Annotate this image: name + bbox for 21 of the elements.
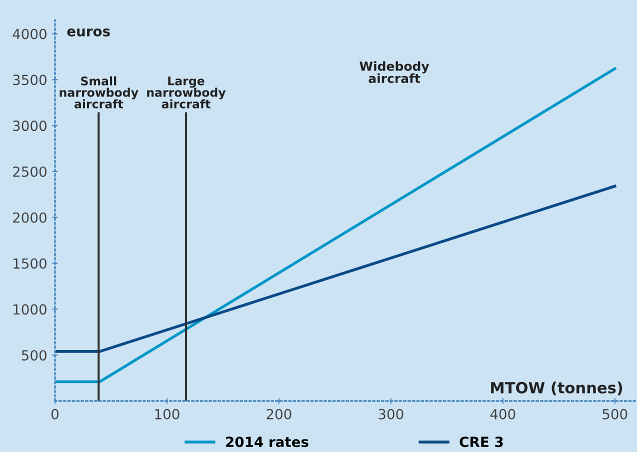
y-tick-label: 2500 [13, 166, 46, 177]
annotation: Widebody aircraft [360, 61, 430, 84]
y-tick-label: 3500 [13, 74, 46, 86]
x-tick-label: 400 [490, 408, 516, 420]
ref-line-label: Large narrowbody aircraft [147, 76, 226, 108]
x-tick-label: 0 [51, 408, 58, 420]
x-axis-title: MTOW (tonnes) [491, 382, 622, 396]
x-tick-label: 300 [378, 408, 404, 420]
legend-label: 2014 rates [226, 436, 308, 448]
y-tick-label: 1500 [14, 258, 46, 269]
legend-label: CRE 3 [460, 436, 503, 448]
x-tick-label: 200 [266, 408, 292, 420]
y-tick-label: 500 [22, 350, 46, 361]
y-tick-label: 2000 [13, 212, 46, 223]
x-tick-label: 100 [155, 408, 180, 420]
y-tick-label: 1000 [14, 304, 46, 315]
y-axis-title: euros [67, 28, 110, 36]
ref-line-label: Small narrowbody aircraft [60, 76, 138, 108]
y-tick-label: 3000 [13, 120, 46, 132]
y-tick-label: 4000 [12, 28, 46, 40]
x-tick-label: 500 [602, 408, 628, 420]
